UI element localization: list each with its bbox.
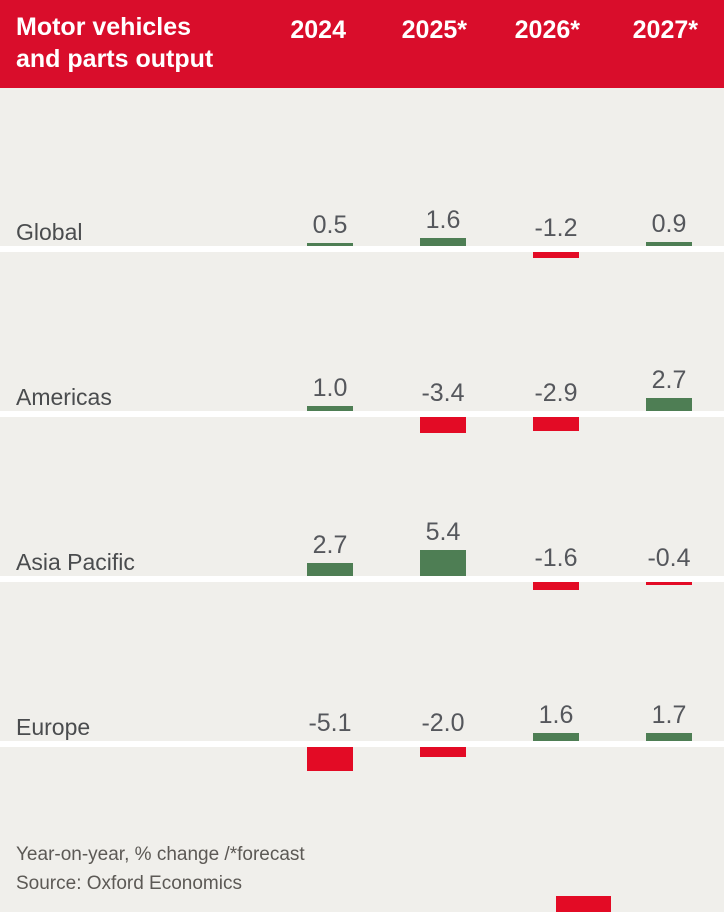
bar-cell: -3.4 bbox=[420, 253, 466, 434]
bar-cell: 5.4 bbox=[420, 418, 466, 576]
bar-value-label: 0.9 bbox=[651, 209, 687, 238]
row-label: Americas bbox=[16, 384, 112, 410]
chart-header: Motor vehicles and parts output 2024 202… bbox=[0, 0, 724, 88]
chart-body: Global 0.5 1.6 -1.2 0.9 Americas 1.0 -3.… bbox=[0, 88, 724, 772]
bar-cell: -1.6 bbox=[533, 418, 579, 590]
chart-title: Motor vehicles and parts output bbox=[16, 11, 213, 75]
bar bbox=[533, 733, 579, 741]
bar bbox=[307, 747, 353, 772]
bar-cell: -5.1 bbox=[307, 583, 353, 772]
bar-value-label: 2.7 bbox=[312, 531, 348, 560]
bar-value-label: 1.7 bbox=[651, 700, 687, 729]
bar-value-label: -2.0 bbox=[421, 709, 465, 737]
column-header-2026: 2026* bbox=[514, 16, 580, 44]
bar-cell: -1.2 bbox=[533, 88, 579, 258]
chart-title-line1: Motor vehicles bbox=[16, 13, 192, 41]
chart-row-global: Global 0.5 1.6 -1.2 0.9 bbox=[0, 88, 724, 258]
bar-value-label: -1.2 bbox=[534, 214, 578, 242]
bar-cell: 2.7 bbox=[307, 418, 353, 576]
footnote: Year-on-year, % change /*forecast bbox=[16, 844, 305, 865]
bar bbox=[307, 243, 353, 246]
bar-value-label: 5.4 bbox=[425, 518, 461, 547]
bar-cell: -2.0 bbox=[420, 583, 466, 757]
row-label: Global bbox=[16, 219, 83, 245]
chart-title-line2: and parts output bbox=[16, 45, 214, 73]
column-header-2025: 2025* bbox=[401, 16, 467, 44]
bar-cell: -0.4 bbox=[646, 418, 692, 585]
chart-row-asia-pacific: Asia Pacific 2.7 5.4 -1.6 -0.4 bbox=[0, 418, 724, 590]
bar bbox=[646, 241, 692, 246]
bar bbox=[646, 398, 692, 411]
chart-footer: Year-on-year, % change /*forecast Source… bbox=[0, 748, 724, 912]
zero-baseline bbox=[0, 246, 724, 252]
bar-cell: 0.5 bbox=[307, 88, 353, 246]
bar-cell: 1.0 bbox=[307, 253, 353, 411]
column-header-2027: 2027* bbox=[632, 16, 698, 44]
bar bbox=[307, 406, 353, 411]
column-header-2024: 2024 bbox=[290, 16, 346, 44]
bar bbox=[533, 582, 579, 590]
bar-value-label: -0.4 bbox=[647, 544, 691, 572]
bar-value-label: 1.0 bbox=[312, 374, 348, 403]
zero-baseline bbox=[0, 741, 724, 747]
bar bbox=[646, 732, 692, 741]
zero-baseline bbox=[0, 576, 724, 582]
chart-row-europe: Europe -5.1 -2.0 1.6 1.7 bbox=[0, 583, 724, 772]
bar-value-label: -2.9 bbox=[534, 379, 578, 407]
bar bbox=[533, 252, 579, 258]
bar bbox=[646, 582, 692, 585]
bar bbox=[307, 563, 353, 576]
bar-cell: 1.7 bbox=[646, 583, 692, 741]
bar-value-label: -1.6 bbox=[534, 544, 578, 572]
bar bbox=[420, 238, 466, 246]
bar-cell: 2.7 bbox=[646, 253, 692, 411]
bar-cell: 1.6 bbox=[533, 583, 579, 741]
bar-value-label: 2.7 bbox=[651, 366, 687, 395]
bar-cell: 1.6 bbox=[420, 88, 466, 246]
bar bbox=[420, 550, 466, 576]
bar-cell: -2.9 bbox=[533, 253, 579, 431]
bar bbox=[420, 747, 466, 757]
bar-value-label: -5.1 bbox=[308, 709, 352, 737]
bar-value-label: 0.5 bbox=[312, 211, 348, 239]
chart-row-americas: Americas 1.0 -3.4 -2.9 2.7 bbox=[0, 253, 724, 434]
bar-value-label: 1.6 bbox=[425, 206, 461, 235]
bar bbox=[420, 417, 466, 434]
bar-cell: 0.9 bbox=[646, 88, 692, 246]
bar-value-label: 1.6 bbox=[538, 701, 574, 730]
red-accent-block bbox=[556, 896, 611, 912]
bar bbox=[533, 417, 579, 431]
zero-baseline bbox=[0, 411, 724, 417]
row-label: Asia Pacific bbox=[16, 549, 135, 575]
source-credit: Source: Oxford Economics bbox=[16, 873, 242, 894]
bar-value-label: -3.4 bbox=[421, 379, 465, 407]
row-label: Europe bbox=[16, 714, 91, 740]
